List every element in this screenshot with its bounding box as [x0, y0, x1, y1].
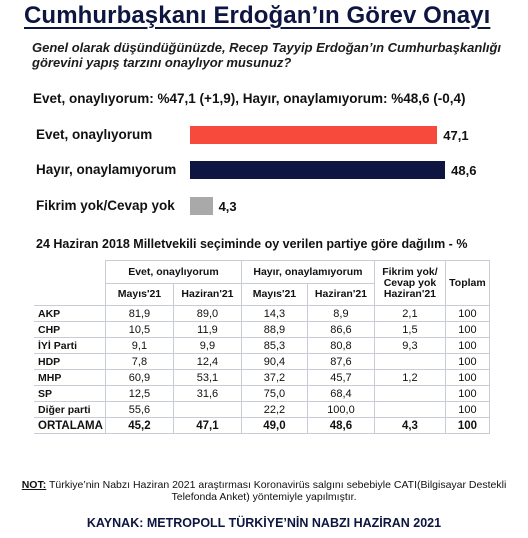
results-summary: Evet, onaylıyorum: %47,1 (+1,9), Hayır, …: [33, 91, 466, 106]
table-row: HDP 7,8 12,4 90,4 87,6 100: [34, 353, 490, 370]
table-cell: 37,2: [240, 369, 308, 386]
table-row: Diğer parti 55,6 22,2 100,0 100: [34, 401, 490, 418]
subheader: Haziran'21: [306, 283, 375, 306]
party-name: CHP: [34, 321, 106, 338]
table-cell: 14,3: [240, 305, 308, 322]
party-name: ORTALAMA: [34, 417, 106, 434]
footnote-label: NOT:: [21, 479, 47, 491]
table-cell: 53,1: [172, 369, 242, 386]
table-cell: 100: [444, 321, 490, 338]
table-cell: 80,8: [306, 337, 375, 354]
table-subtitle: 24 Haziran 2018 Milletvekili seçiminde o…: [36, 237, 468, 251]
table-cell: 1,5: [373, 321, 446, 338]
table-cell: 100: [444, 337, 490, 354]
table-row: ORTALAMA 45,2 47,1 49,0 48,6 4,3 100: [34, 417, 490, 434]
source-line: KAYNAK: METROPOLL TÜRKİYE’NİN NABZI HAZİ…: [86, 516, 442, 530]
table-cell: 1,2: [373, 369, 446, 386]
table-cell: 9,9: [172, 337, 242, 354]
table-cell: 100: [444, 369, 490, 386]
table-cell: 87,6: [306, 353, 375, 370]
table-cell: 88,9: [240, 321, 308, 338]
bar: [190, 126, 438, 144]
party-name: Diğer parti: [34, 401, 106, 418]
table-cell: 48,6: [306, 417, 375, 434]
bar-value-label: 47,1: [443, 128, 469, 143]
table-cell: 47,1: [172, 417, 242, 434]
table-cell: 7,8: [104, 353, 174, 370]
table-cell: 68,4: [306, 385, 375, 402]
group-header-hayir: Hayır, onaylamıyorum: [240, 260, 375, 284]
page-title: Cumhurbaşkanı Erdoğan’ın Görev Onayı: [24, 2, 491, 29]
party-breakdown-table: Evet, onaylıyorum Hayır, onaylamıyorum F…: [34, 260, 490, 434]
table-row: CHP 10,5 11,9 88,9 86,6 1,5 100: [34, 321, 490, 338]
subheader: Haziran'21: [172, 283, 242, 306]
table-cell: 22,2: [240, 401, 308, 418]
table-cell: 12,5: [104, 385, 174, 402]
table-cell: 85,3: [240, 337, 308, 354]
table-cell: 75,0: [240, 385, 308, 402]
party-name: HDP: [34, 353, 106, 370]
table-cell: 100: [444, 417, 490, 434]
table-corner: [34, 284, 105, 306]
table-cell: [373, 401, 446, 418]
bar-value-label: 48,6: [451, 163, 477, 178]
bar-label: Fikrim yok/Cevap yok: [36, 198, 175, 213]
table-cell: 4,3: [373, 417, 446, 434]
table-cell: 8,9: [306, 305, 375, 322]
bar-value-label: 4,3: [218, 199, 237, 214]
table-cell: 100: [444, 385, 490, 402]
party-name: İYİ Parti: [34, 337, 106, 354]
table-cell: 10,5: [104, 321, 174, 338]
table-row: MHP 60,9 53,1 37,2 45,7 1,2 100: [34, 369, 490, 386]
table-cell: [172, 401, 242, 418]
table-cell: 45,2: [104, 417, 174, 434]
table-corner: [34, 261, 105, 284]
group-header-fikrim-yok: Fikrim yok/ Cevap yok Haziran'21: [373, 260, 446, 306]
bar-label: Evet, onaylıyorum: [36, 127, 153, 142]
table-cell: 90,4: [240, 353, 308, 370]
party-name: AKP: [34, 305, 106, 322]
table-cell: 86,6: [306, 321, 375, 338]
bar: [190, 197, 213, 215]
table-cell: 11,9: [172, 321, 242, 338]
table-cell: 9,3: [373, 337, 446, 354]
table-cell: 9,1: [104, 337, 174, 354]
subheader: Mayıs'21: [104, 283, 174, 306]
footnote-text: Türkiye’nin Nabzı Haziran 2021 araştırma…: [46, 479, 507, 503]
table-cell: 100,0: [306, 401, 375, 418]
group-header-evet: Evet, onaylıyorum: [104, 260, 242, 284]
group-header-toplam: Toplam: [444, 260, 490, 306]
footnote: NOT: Türkiye’nin Nabzı Haziran 2021 araş…: [0, 479, 528, 503]
party-name: SP: [34, 385, 106, 402]
bar-label: Hayır, onaylamıyorum: [36, 162, 177, 177]
table-cell: 45,7: [306, 369, 375, 386]
table-cell: 89,0: [172, 305, 242, 322]
table-cell: 12,4: [172, 353, 242, 370]
survey-question: Genel olarak düşündüğünüzde, Recep Tayyi…: [32, 40, 502, 70]
table-cell: 49,0: [240, 417, 308, 434]
table-cell: [373, 385, 446, 402]
table-row: SP 12,5 31,6 75,0 68,4 100: [34, 385, 490, 402]
table-cell: 100: [444, 353, 490, 370]
table-row: İYİ Parti 9,1 9,9 85,3 80,8 9,3 100: [34, 337, 490, 354]
table-row: AKP 81,9 89,0 14,3 8,9 2,1 100: [34, 305, 490, 322]
table-cell: 100: [444, 305, 490, 322]
table-cell: [373, 353, 446, 370]
table-cell: 55,6: [104, 401, 174, 418]
bar: [190, 161, 446, 179]
subheader: Mayıs'21: [240, 283, 308, 306]
table-cell: 60,9: [104, 369, 174, 386]
table-cell: 2,1: [373, 305, 446, 322]
party-name: MHP: [34, 369, 106, 386]
table-cell: 81,9: [104, 305, 174, 322]
table-cell: 31,6: [172, 385, 242, 402]
table-cell: 100: [444, 401, 490, 418]
